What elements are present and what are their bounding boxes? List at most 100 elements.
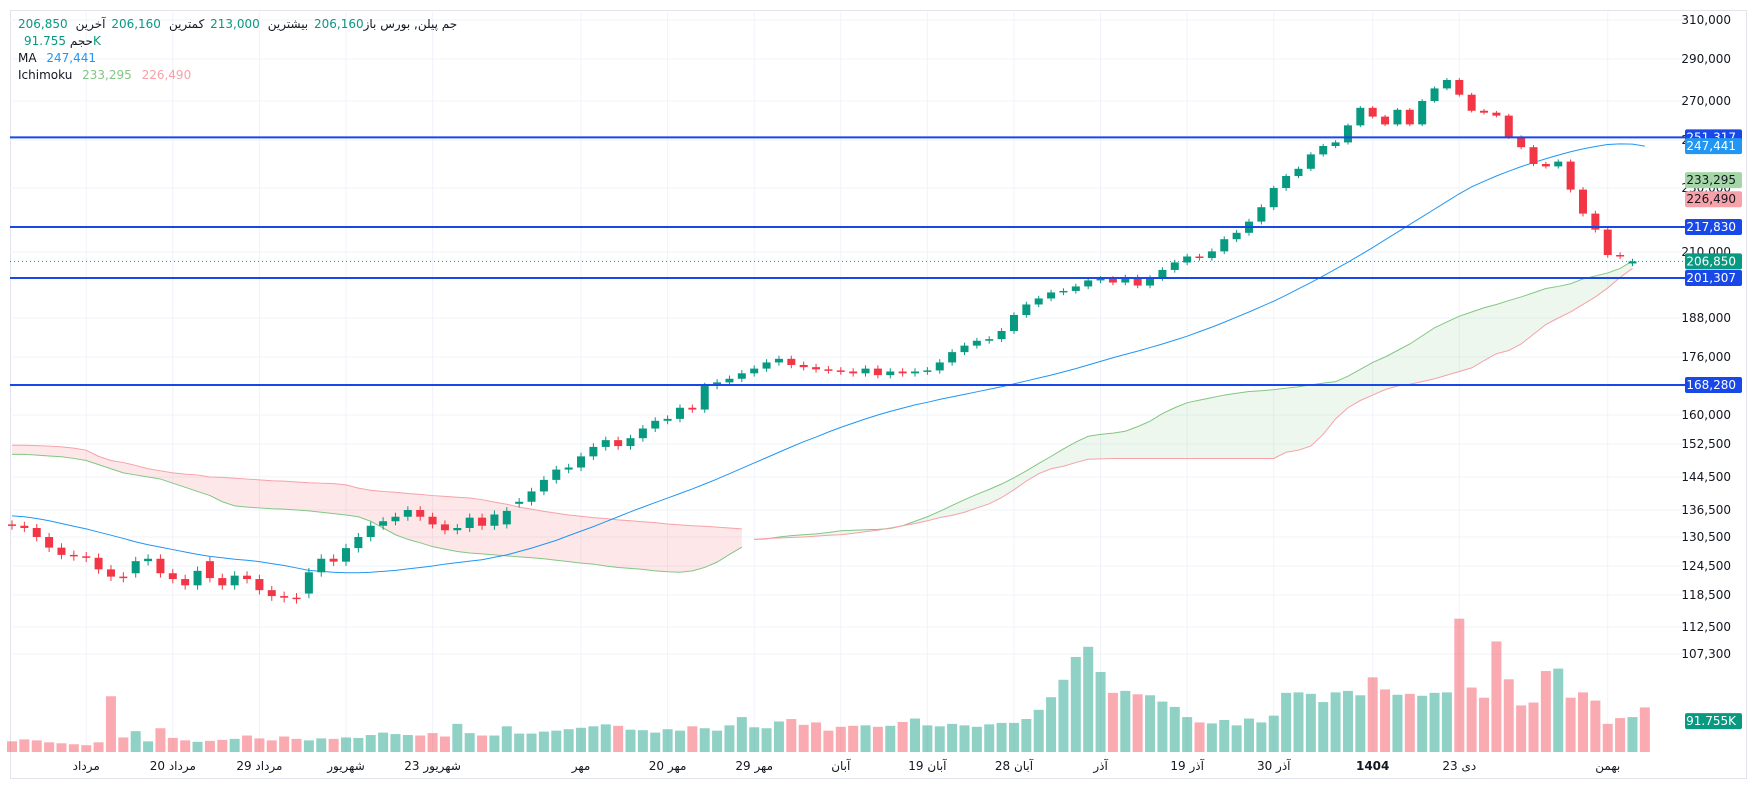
candle-body	[1356, 107, 1365, 126]
price-tag-last: 206,850	[1685, 253, 1742, 270]
candle	[651, 417, 660, 433]
candle	[638, 425, 647, 442]
legend-ohlc-row: جم پیلن, بورس باز206,160 بیشترین213,000 …	[18, 16, 463, 33]
price-tag-label: 217,830	[1686, 220, 1736, 234]
volume-bar	[1268, 715, 1279, 752]
candle	[94, 553, 103, 574]
volume-bar	[1380, 689, 1391, 752]
x-axis-tick-label: 19 آبان	[908, 758, 947, 773]
candle	[898, 368, 907, 377]
volume-bar	[415, 735, 426, 752]
volume-bar	[328, 738, 339, 752]
candle-body	[292, 597, 301, 600]
grid-lines	[10, 12, 1685, 752]
candle	[478, 513, 487, 530]
candle-body	[1603, 229, 1612, 255]
candle-body	[1306, 154, 1315, 169]
candle	[1009, 312, 1018, 334]
x-axis-tick-label: 29 مهر	[735, 759, 773, 774]
volume-bar	[897, 721, 908, 752]
volume-bar	[1021, 719, 1032, 752]
volume-bar	[1157, 701, 1168, 752]
volume-bar	[7, 741, 17, 752]
volume-bar	[1615, 718, 1626, 752]
candle	[1269, 185, 1278, 211]
candle-body	[1183, 256, 1192, 263]
candle	[1257, 204, 1266, 225]
volume-bar	[143, 741, 154, 752]
candle-body	[119, 576, 128, 579]
x-axis-tick-label: 28 آبان	[995, 758, 1034, 773]
volume-bar	[1404, 693, 1415, 752]
x-axis-tick-label: 29 مرداد	[236, 759, 282, 774]
candle	[1319, 143, 1328, 157]
candle-body	[985, 339, 994, 341]
volume-bar	[823, 730, 834, 752]
volume-bar	[279, 736, 290, 752]
price-tag-bg	[1685, 191, 1742, 208]
candle-body	[1195, 256, 1204, 258]
legend-low-label: کمترین	[168, 17, 205, 31]
y-axis-tick-label: 160,000	[1681, 408, 1731, 422]
volume-bar	[1058, 679, 1069, 752]
candle-body	[861, 368, 870, 374]
volume-bar	[699, 728, 710, 752]
candle-body	[490, 514, 499, 526]
volume-bar	[242, 735, 253, 752]
volume-bar	[118, 737, 129, 752]
x-axis-tick-label: مهر	[571, 759, 591, 774]
candle-body	[700, 386, 709, 410]
candle	[119, 572, 128, 583]
candle-body	[873, 368, 882, 376]
price-tag-bg	[1685, 270, 1742, 286]
candle	[972, 337, 981, 349]
candle	[663, 415, 672, 425]
candle-body	[923, 370, 932, 372]
x-axis-tick-label: 1404	[1356, 759, 1389, 773]
ichimoku-span-a	[754, 260, 1633, 540]
volume-bar	[1182, 717, 1193, 752]
candle	[1628, 258, 1637, 267]
volume-bar	[56, 743, 67, 752]
candle-body	[379, 521, 388, 526]
volume-bar	[464, 733, 475, 752]
volume-bar	[192, 741, 203, 752]
candle	[997, 328, 1006, 343]
candle-body	[94, 557, 103, 570]
candle	[1430, 86, 1439, 103]
volume-bar	[452, 723, 463, 752]
candle	[762, 359, 771, 372]
candle-body	[255, 579, 264, 591]
volume-bar	[439, 736, 450, 752]
candle-body	[1517, 137, 1526, 148]
candle	[1616, 252, 1625, 260]
y-axis-labels: 310,000290,000270,000250,000230,000210,0…	[1681, 13, 1731, 661]
candle	[1578, 187, 1587, 217]
volume-bar	[1305, 693, 1316, 752]
legend-low-value: 206,160	[111, 17, 161, 31]
price-tag-ma: 247,441	[1685, 138, 1742, 155]
candle	[985, 336, 994, 344]
candle	[1294, 166, 1303, 179]
legend-volume-value: 91.755K	[24, 34, 101, 48]
candle-body	[304, 572, 313, 594]
ichimoku-span-a-past	[12, 453, 743, 573]
candle	[1467, 92, 1476, 113]
candle	[923, 367, 932, 375]
volume-bar	[662, 729, 673, 752]
candle-body	[626, 438, 635, 447]
y-axis-tick-label: 290,000	[1681, 52, 1731, 66]
candle-body	[515, 501, 524, 504]
candle-body	[1282, 176, 1291, 188]
candle	[131, 556, 140, 578]
candle	[440, 520, 449, 535]
candle	[1455, 78, 1464, 97]
volume-bar	[365, 735, 376, 752]
volume-bar	[1070, 656, 1081, 752]
candle-body	[997, 331, 1006, 340]
volume-bar	[1417, 695, 1428, 752]
candle	[1393, 108, 1402, 127]
candle	[614, 436, 623, 450]
candle	[106, 565, 115, 581]
